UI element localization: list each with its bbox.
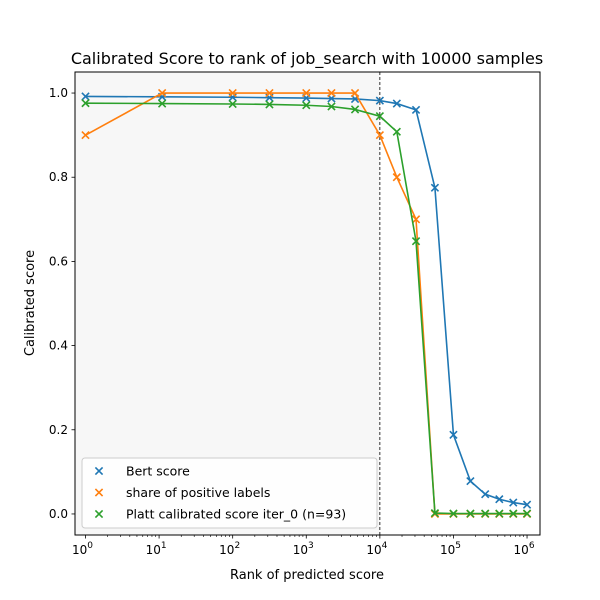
data-point <box>411 105 421 115</box>
series-3 <box>81 98 532 518</box>
y-tick-label: 0.8 <box>49 170 68 184</box>
y-tick-label: 0.0 <box>49 507 68 521</box>
data-point <box>375 112 385 121</box>
x-tick-exponent: 1 <box>161 541 167 551</box>
data-point <box>411 237 421 246</box>
data-point <box>392 99 401 108</box>
data-point <box>495 495 504 504</box>
data-point <box>430 183 440 192</box>
data-point <box>392 173 401 182</box>
legend-label: share of positive labels <box>126 485 270 500</box>
data-point <box>228 88 237 98</box>
data-point <box>522 500 532 509</box>
data-point <box>466 509 475 518</box>
data-point <box>481 490 490 499</box>
data-point <box>509 509 518 518</box>
data-point <box>302 101 311 110</box>
data-point <box>81 92 90 101</box>
y-tick-label: 0.2 <box>49 423 68 437</box>
data-point <box>228 99 237 109</box>
x-tick-exponent: 5 <box>455 541 461 551</box>
y-axis-label: Calibrated score <box>23 250 38 356</box>
data-point <box>466 476 475 486</box>
legend-label: Platt calibrated score iter_0 (n=93) <box>126 507 346 522</box>
data-point <box>481 509 490 518</box>
legend-box <box>81 457 378 529</box>
data-point <box>522 509 532 518</box>
data-point <box>350 105 360 114</box>
plot-area: 100 101 102 103 104 105 1060.00.20.40.60.81.0B… <box>49 71 541 557</box>
legend-marker <box>94 488 104 497</box>
x-tick-exponent: 3 <box>308 541 314 551</box>
x-tick-exponent: 0 <box>87 541 93 551</box>
data-point <box>157 88 167 98</box>
y-tick-label: 0.4 <box>49 339 68 353</box>
axes-frame <box>74 71 541 536</box>
data-point <box>265 88 274 98</box>
data-point <box>265 100 274 109</box>
data-point <box>350 88 360 98</box>
data-point <box>327 88 336 98</box>
x-tick-exponent: 4 <box>382 541 388 551</box>
data-point <box>327 102 336 111</box>
data-point <box>157 99 167 108</box>
x-tick-exponent: 6 <box>529 541 535 551</box>
data-point <box>449 430 458 439</box>
data-point <box>449 509 458 518</box>
x-axis-label: Rank of predicted score <box>230 568 384 583</box>
data-point <box>509 498 518 507</box>
data-point <box>411 215 421 224</box>
data-point <box>302 88 311 98</box>
data-point <box>81 130 90 140</box>
data-point <box>375 130 385 140</box>
data-point <box>392 127 401 136</box>
data-point <box>375 96 385 105</box>
legend-label: Bert score <box>126 464 190 479</box>
legend-marker <box>94 466 104 476</box>
x-tick-exponent: 2 <box>234 541 240 551</box>
y-tick-label: 0.6 <box>49 254 68 268</box>
chart-title: Calibrated Score to rank of job_search w… <box>71 49 543 69</box>
data-point <box>430 508 440 518</box>
legend: Bert score share of positive labels Platt … <box>81 457 378 529</box>
data-point <box>81 98 90 108</box>
y-tick-label: 1.0 <box>49 86 68 100</box>
data-point <box>495 509 504 518</box>
legend-marker <box>94 509 104 519</box>
